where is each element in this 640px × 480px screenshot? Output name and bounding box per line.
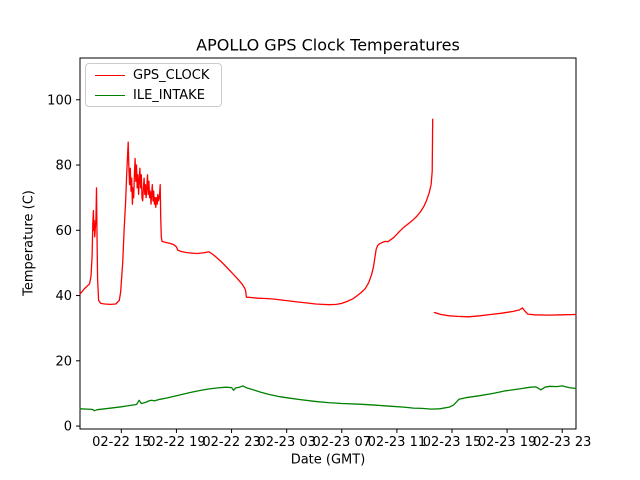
x-tick-label: 02-22 15 [92,435,150,450]
x-tick-label: 02-23 11 [368,435,426,450]
x-tick-label: 02-23 19 [478,435,536,450]
y-tick-label: 100 [47,93,72,108]
x-tick-label: 02-23 15 [423,435,481,450]
chart-title: APOLLO GPS Clock Temperatures [196,35,460,55]
ile-intake-line [79,385,577,412]
x-tick-label: 02-23 03 [257,435,315,450]
y-axis-label: Temperature (C) [21,190,37,296]
y-tick-label: 0 [64,420,72,435]
legend: GPS_CLOCK ILE_INTAKE [85,63,222,107]
ile-intake-line-sample-icon [95,94,125,96]
plot-frame [79,57,577,430]
y-tick-label: 40 [55,289,72,304]
legend-entry-ile-intake: ILE_INTAKE [95,86,221,104]
y-tick-label: 60 [55,224,72,239]
x-tick-label: 02-23 07 [313,435,371,450]
y-tick-label: 80 [55,159,72,174]
legend-label-ile-intake: ILE_INTAKE [133,87,205,103]
y-tick-label: 20 [55,354,72,369]
gps-clock-line-sample-icon [95,74,125,76]
x-axis-label: Date (GMT) [290,452,366,468]
legend-entry-gps-clock: GPS_CLOCK [95,66,221,84]
x-tick-label: 02-22 23 [202,435,260,450]
legend-label-gps-clock: GPS_CLOCK [133,67,210,83]
x-tick-label: 02-22 19 [147,435,205,450]
x-tick-label: 02-23 23 [533,435,591,450]
gps-clock-line [79,118,577,318]
